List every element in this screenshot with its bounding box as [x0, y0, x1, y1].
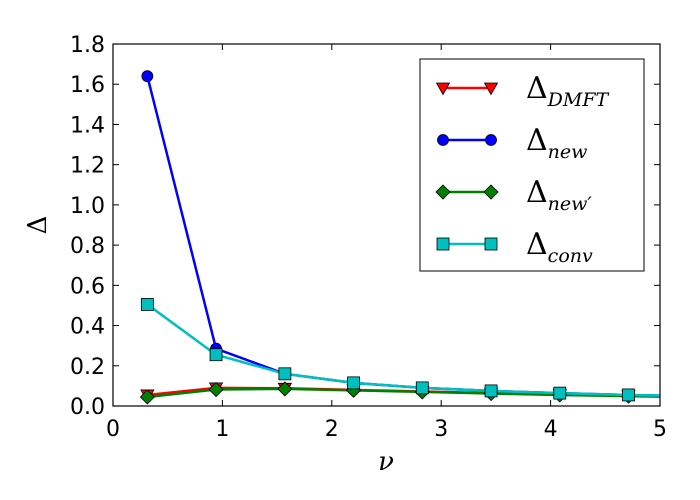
data-point-new [141, 70, 154, 83]
y-tick-label: 0.6 [70, 274, 105, 299]
y-tick-label: 0.4 [70, 315, 105, 340]
legend-marker-new [437, 134, 449, 146]
data-point-conv [484, 384, 498, 398]
legend-label-DMFT: ΔDMFT [526, 71, 610, 111]
data-point-conv [278, 367, 292, 381]
data-point-new′ [690, 390, 700, 404]
data-point-conv [415, 381, 429, 395]
data-point-DMFT [691, 392, 700, 404]
x-tick-label: 1 [215, 417, 229, 442]
y-axis-label: Δ [23, 216, 53, 235]
legend-label-conv: Δconv [526, 227, 593, 267]
y-tick-label: 0.0 [70, 395, 105, 420]
data-point-conv [209, 348, 223, 362]
legend-marker-DMFT [435, 82, 451, 96]
data-point-conv [347, 376, 360, 390]
axis-ticks: 0 1 2 3 4 5 0.0 0.2 0.4 0.6 0.8 1.0 1.2 1.4 1.6 1.8 [70, 33, 667, 442]
data-point-conv [140, 298, 154, 311]
x-tick-label: 5 [653, 417, 667, 442]
y-tick-label: 0.8 [70, 234, 105, 259]
data-point-new′ [139, 389, 155, 405]
x-tick-label: 4 [544, 417, 558, 442]
y-tick-label: 0.2 [70, 355, 105, 380]
legend: ΔDMFT Δnew Δnew′ Δconv [419, 58, 645, 272]
y-tick-label: 1.8 [70, 33, 105, 58]
y-tick-label: 1.6 [70, 73, 105, 98]
legend-frame [419, 58, 645, 272]
x-tick-label: 0 [106, 417, 120, 442]
data-point-conv [691, 390, 700, 402]
y-tick-label: 1.0 [70, 194, 105, 219]
legend-marker-conv [484, 237, 498, 251]
series-layer [139, 70, 700, 405]
data-point-conv [553, 386, 567, 400]
legend-marker-new [485, 134, 497, 146]
legend-marker-new′ [435, 184, 451, 200]
data-point-new [692, 391, 700, 402]
plot-frame [112, 43, 661, 407]
data-point-new′ [208, 381, 224, 398]
x-tick-label: 2 [325, 417, 339, 442]
y-tick-label: 1.4 [70, 113, 105, 138]
data-point-conv [622, 388, 635, 402]
y-tick-label: 1.2 [70, 154, 105, 179]
legend-marker-conv [436, 237, 450, 251]
legend-marker-new′ [483, 184, 499, 200]
x-axis-label: ν [378, 447, 394, 477]
legend-label-new: Δnew [526, 123, 587, 163]
legend-marker-DMFT [483, 82, 499, 96]
x-tick-label: 3 [434, 417, 448, 442]
legend-label-new′: Δnew′ [526, 175, 592, 215]
data-point-new′ [277, 381, 293, 397]
